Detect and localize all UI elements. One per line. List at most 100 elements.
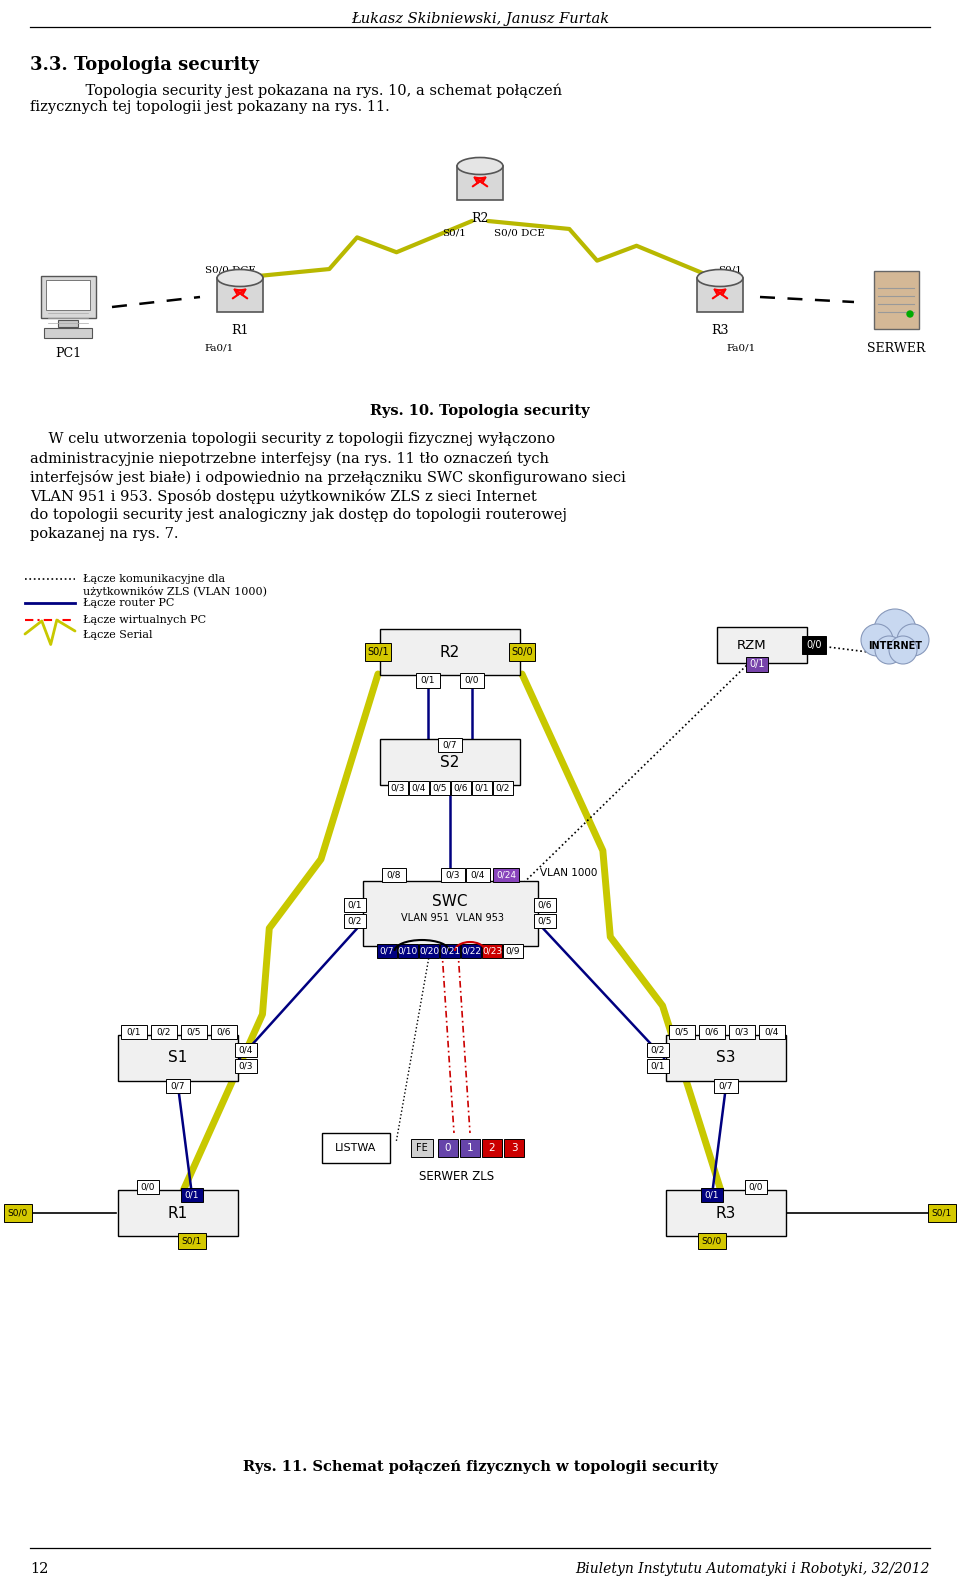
- Text: 0/1: 0/1: [184, 1190, 200, 1199]
- FancyBboxPatch shape: [438, 739, 462, 753]
- FancyBboxPatch shape: [697, 278, 743, 312]
- Text: 0/4: 0/4: [470, 871, 485, 879]
- Text: 0/2: 0/2: [495, 784, 510, 792]
- Text: W celu utworzenia topologii security z topologii fizycznej wyłączono: W celu utworzenia topologii security z t…: [30, 432, 555, 447]
- FancyBboxPatch shape: [416, 672, 440, 688]
- FancyBboxPatch shape: [457, 166, 503, 200]
- FancyBboxPatch shape: [380, 739, 520, 784]
- Text: 0: 0: [444, 1142, 451, 1154]
- FancyBboxPatch shape: [235, 1043, 257, 1057]
- Text: S0/1: S0/1: [932, 1209, 952, 1218]
- Text: 0/2: 0/2: [348, 917, 362, 926]
- Text: 0/0: 0/0: [749, 1182, 763, 1191]
- Text: 0/5: 0/5: [187, 1027, 202, 1037]
- FancyBboxPatch shape: [701, 1188, 723, 1202]
- FancyBboxPatch shape: [363, 881, 538, 945]
- FancyBboxPatch shape: [504, 1139, 524, 1157]
- FancyBboxPatch shape: [217, 278, 263, 312]
- Text: 0/1: 0/1: [749, 660, 765, 669]
- Text: SERWER: SERWER: [867, 342, 925, 355]
- FancyBboxPatch shape: [118, 1190, 238, 1236]
- Text: 0/23: 0/23: [482, 947, 502, 956]
- FancyBboxPatch shape: [166, 1079, 190, 1094]
- Text: 0/0: 0/0: [465, 675, 479, 685]
- FancyBboxPatch shape: [460, 672, 484, 688]
- FancyBboxPatch shape: [759, 1026, 785, 1038]
- Text: 0/4: 0/4: [239, 1046, 253, 1054]
- Text: 0/6: 0/6: [705, 1027, 719, 1037]
- FancyBboxPatch shape: [419, 944, 439, 958]
- FancyBboxPatch shape: [451, 781, 471, 795]
- FancyBboxPatch shape: [365, 642, 391, 661]
- Text: R1: R1: [168, 1206, 188, 1220]
- Text: administracyjnie niepotrzebne interfejsy (na rys. 11 tło oznaczeń tych: administracyjnie niepotrzebne interfejsy…: [30, 451, 549, 466]
- Text: R2: R2: [471, 211, 489, 226]
- Text: Fa0/1: Fa0/1: [204, 342, 234, 352]
- FancyBboxPatch shape: [40, 276, 95, 319]
- FancyBboxPatch shape: [411, 1139, 433, 1157]
- FancyBboxPatch shape: [181, 1188, 203, 1202]
- FancyBboxPatch shape: [666, 1190, 786, 1236]
- Text: FE: FE: [416, 1142, 428, 1154]
- Text: Biuletyn Instytutu Automatyki i Robotyki, 32/2012: Biuletyn Instytutu Automatyki i Robotyki…: [575, 1562, 930, 1576]
- Text: 2: 2: [489, 1142, 495, 1154]
- FancyBboxPatch shape: [460, 1139, 480, 1157]
- Text: 0/8: 0/8: [387, 871, 401, 879]
- FancyBboxPatch shape: [44, 328, 92, 338]
- Text: S3: S3: [716, 1051, 735, 1065]
- FancyBboxPatch shape: [121, 1026, 147, 1038]
- Text: S0/1: S0/1: [367, 647, 389, 656]
- FancyBboxPatch shape: [181, 1026, 207, 1038]
- Text: 0/1: 0/1: [651, 1062, 665, 1070]
- Text: 0/5: 0/5: [675, 1027, 689, 1037]
- Text: Fa0/1: Fa0/1: [726, 342, 756, 352]
- Text: VLAN 953: VLAN 953: [456, 914, 504, 923]
- Text: interfejsów jest białe) i odpowiednio na przełączniku SWC skonfigurowano sieci: interfejsów jest białe) i odpowiednio na…: [30, 470, 626, 484]
- Text: 0/5: 0/5: [538, 917, 552, 926]
- Text: 0/4: 0/4: [765, 1027, 780, 1037]
- Text: 0/6: 0/6: [217, 1027, 231, 1037]
- Text: SERWER ZLS: SERWER ZLS: [420, 1169, 494, 1184]
- Text: Rys. 11. Schemat połączeń fizycznych w topologii security: Rys. 11. Schemat połączeń fizycznych w t…: [243, 1460, 717, 1474]
- Text: 0/3: 0/3: [734, 1027, 749, 1037]
- FancyBboxPatch shape: [647, 1043, 669, 1057]
- Text: 3: 3: [511, 1142, 517, 1154]
- Text: 0/20: 0/20: [419, 947, 439, 956]
- Text: S0/0: S0/0: [8, 1209, 28, 1218]
- Text: 0/3: 0/3: [239, 1062, 253, 1070]
- Ellipse shape: [457, 158, 503, 175]
- Text: S2: S2: [441, 754, 460, 770]
- FancyBboxPatch shape: [466, 868, 490, 882]
- FancyBboxPatch shape: [669, 1026, 695, 1038]
- FancyBboxPatch shape: [441, 868, 465, 882]
- FancyBboxPatch shape: [493, 781, 513, 795]
- Text: 0/1: 0/1: [127, 1027, 141, 1037]
- Text: VLAN 1000: VLAN 1000: [540, 868, 597, 877]
- Text: 0/1: 0/1: [705, 1190, 719, 1199]
- FancyBboxPatch shape: [503, 944, 523, 958]
- FancyBboxPatch shape: [151, 1026, 177, 1038]
- Text: S1: S1: [168, 1051, 188, 1065]
- Text: 0/7: 0/7: [171, 1081, 185, 1090]
- FancyBboxPatch shape: [438, 1139, 458, 1157]
- FancyBboxPatch shape: [398, 944, 418, 958]
- Text: VLAN 951: VLAN 951: [401, 914, 449, 923]
- Text: 0/9: 0/9: [506, 947, 520, 956]
- Ellipse shape: [697, 270, 743, 287]
- Circle shape: [897, 623, 929, 656]
- Text: Rys. 10. Topologia security: Rys. 10. Topologia security: [371, 404, 589, 418]
- Text: Łukasz Skibniewski, Janusz Furtak: Łukasz Skibniewski, Janusz Furtak: [351, 13, 609, 25]
- FancyBboxPatch shape: [430, 781, 450, 795]
- Text: Łącze router PC: Łącze router PC: [83, 598, 175, 608]
- FancyBboxPatch shape: [382, 868, 406, 882]
- Text: 0/21: 0/21: [440, 947, 460, 956]
- Circle shape: [875, 636, 903, 664]
- Text: S0/0 DCE: S0/0 DCE: [494, 227, 545, 237]
- Text: fizycznych tej topologii jest pokazany na rys. 11.: fizycznych tej topologii jest pokazany n…: [30, 99, 390, 114]
- FancyBboxPatch shape: [509, 642, 535, 661]
- FancyBboxPatch shape: [647, 1059, 669, 1073]
- Text: 0/6: 0/6: [454, 784, 468, 792]
- Text: użytkowników ZLS (VLAN 1000): użytkowników ZLS (VLAN 1000): [83, 585, 267, 596]
- Text: 0/4: 0/4: [412, 784, 426, 792]
- Text: VLAN 951 i 953. Sposób dostępu użytkowników ZLS z sieci Internet: VLAN 951 i 953. Sposób dostępu użytkowni…: [30, 489, 537, 503]
